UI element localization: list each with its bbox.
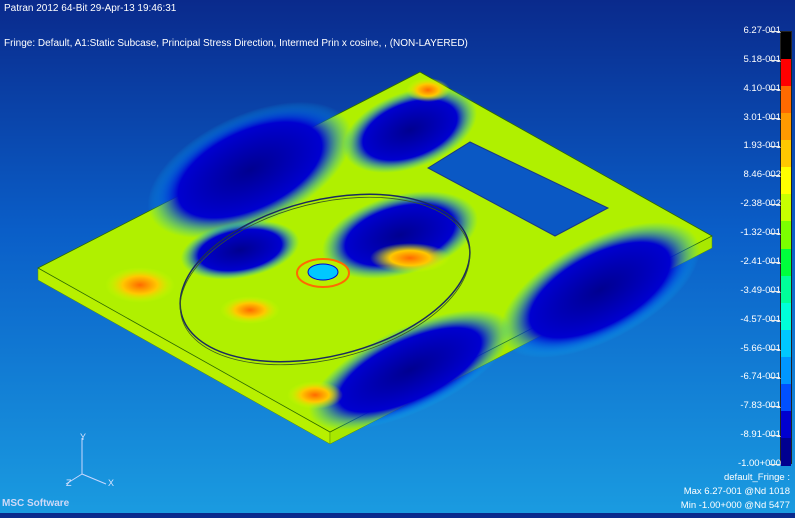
legend-color-cell: [781, 383, 791, 412]
hub-hole: [307, 263, 339, 281]
legend-color-cell: [781, 356, 791, 385]
fringe-description: Fringe: Default, A1:Static Subcase, Prin…: [4, 38, 468, 49]
disk-outline: [179, 193, 471, 363]
legend-color-cell: [781, 437, 791, 466]
msc-logo: MSC Software: [2, 498, 70, 509]
legend-color-cell: [781, 275, 791, 304]
legend-tick: [770, 146, 780, 148]
legend-color-cell: [781, 194, 791, 223]
legend-color-cell: [781, 302, 791, 331]
disk-edge: [179, 196, 471, 366]
legend-color-cell: [781, 248, 791, 277]
region-blue: [180, 220, 300, 280]
legend-tick: [770, 59, 780, 61]
legend-tick: [770, 175, 780, 177]
legend-label: 1.93-001: [743, 140, 781, 152]
fringe-min: Min -1.00+000 @Nd 5477: [680, 500, 790, 511]
legend-tick: [770, 319, 780, 321]
legend-label: -5.66-001: [740, 342, 781, 354]
region-blue: [342, 87, 478, 173]
legend-tick: [770, 377, 780, 379]
axis-x-label: X: [108, 478, 115, 488]
legend-tick: [770, 290, 780, 292]
region-hot: [287, 381, 343, 409]
legend-label: 6.27-001: [743, 25, 781, 36]
legend-tick: [770, 233, 780, 235]
legend-label: 4.10-001: [743, 82, 781, 94]
legend-label: -7.83-001: [740, 400, 781, 412]
legend-color-cell: [781, 59, 791, 88]
app-title: Patran 2012 64-Bit 29-Apr-13 19:46:31: [4, 3, 177, 14]
legend-color-bar: [780, 31, 792, 466]
legend-label: -1.00+000: [737, 458, 781, 469]
region-blue: [308, 309, 512, 431]
legend-label: -2.41-001: [740, 255, 781, 267]
legend-label: -6.74-001: [740, 371, 781, 383]
axis-triad: [65, 438, 107, 485]
legend-tick: [770, 31, 780, 32]
plate-cutout: [426, 141, 610, 237]
legend-tick: [770, 117, 780, 119]
fringe-name: default_Fringe :: [723, 472, 790, 483]
region-hot: [105, 267, 175, 303]
legend-color-cell: [781, 167, 791, 196]
legend-tick: [770, 435, 780, 437]
legend-label: 5.18-001: [743, 53, 781, 65]
legend-label: -4.57-001: [740, 313, 781, 325]
region-blue: [500, 222, 700, 358]
legend-tick: [770, 348, 780, 350]
legend-color-cell: [781, 86, 791, 115]
axis-z-label: Z: [66, 478, 72, 488]
legend-tick: [770, 464, 780, 465]
legend-tick: [770, 204, 780, 206]
region-hot: [370, 243, 450, 273]
legend-color-cell: [781, 140, 791, 169]
region-hot: [406, 78, 450, 102]
legend-tick: [770, 406, 780, 408]
legend-color-cell: [781, 32, 791, 60]
region-hot: [220, 296, 280, 324]
legend-label: -8.91-001: [740, 429, 781, 441]
legend-tick: [770, 261, 780, 263]
legend-label: -2.38-002: [740, 198, 781, 210]
legend-label: -3.49-001: [740, 284, 781, 296]
legend-tick: [770, 88, 780, 90]
legend-label: 8.46-002: [743, 169, 781, 181]
legend-label: 3.01-001: [743, 111, 781, 123]
legend-color-cell: [781, 329, 791, 358]
legend-color-cell: [781, 221, 791, 250]
legend-color-cell: [781, 410, 791, 439]
fringe-max: Max 6.27-001 @Nd 1018: [683, 486, 790, 497]
legend-color-cell: [781, 113, 791, 142]
legend-label: -1.32-001: [740, 227, 781, 239]
axis-y-label: Y: [80, 432, 87, 442]
